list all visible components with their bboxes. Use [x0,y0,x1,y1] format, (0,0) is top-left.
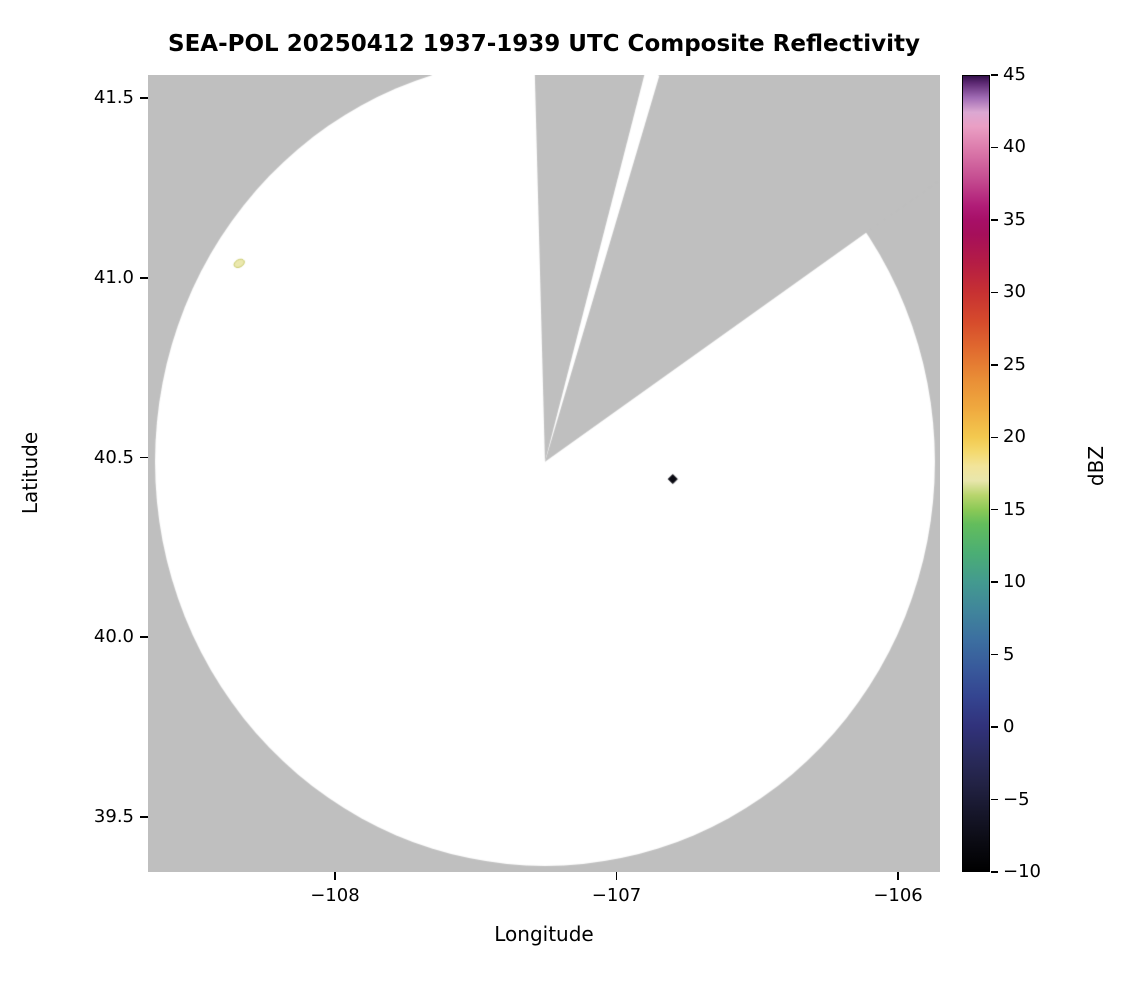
colorbar-tick-mark [991,798,998,801]
colorbar-tick-label: 0 [1003,716,1015,738]
colorbar-tick-mark [991,364,998,366]
y-tick-mark [140,456,148,459]
colorbar-tick-mark [991,726,998,728]
y-tick-label: 40.0 [93,626,134,648]
colorbar-tick-label: 25 [1003,353,1026,375]
colorbar-tick-mark [991,871,998,873]
colorbar-label: dBZ [1084,445,1108,487]
colorbar-tick-mark [991,508,998,511]
colorbar-tick-label: 45 [1003,64,1026,85]
colorbar-tick-mark [991,74,998,76]
x-tick-mark [897,872,899,880]
x-tick-label: −108 [310,885,360,906]
colorbar-tick-label: 20 [1003,426,1026,448]
colorbar-tick-label: −5 [1003,788,1030,810]
x-tick-mark [334,872,336,880]
y-tick-label: 41.5 [93,87,134,108]
colorbar-tick-mark [991,436,998,439]
colorbar-tick-label: 30 [1003,281,1026,303]
y-tick-mark [140,277,148,279]
colorbar-tick-label: 35 [1003,208,1026,230]
colorbar-tick-mark [991,146,998,149]
y-axis-label: Latitude [18,431,42,515]
colorbar [962,75,990,872]
colorbar-tick-label: −10 [1003,861,1041,882]
colorbar-gradient [963,76,989,871]
x-tick-mark [615,872,618,880]
colorbar-tick-label: 10 [1003,571,1026,593]
y-tick-mark [140,636,148,638]
y-tick-mark [140,816,148,818]
colorbar-tick-label: 40 [1003,136,1026,158]
colorbar-tick-mark [991,291,998,294]
x-axis-label: Longitude [494,922,594,946]
radar-plot-canvas [148,75,940,872]
y-tick-label: 40.5 [93,446,134,468]
colorbar-tick-label: 15 [1003,498,1026,520]
x-tick-label: −107 [591,885,642,906]
y-tick-mark [140,97,148,99]
chart-title: SEA-POL 20250412 1937-1939 UTC Composite… [168,31,920,57]
y-tick-label: 41.0 [93,266,134,288]
colorbar-tick-mark [991,581,998,583]
colorbar-tick-mark [991,219,998,221]
colorbar-tick-mark [991,653,998,656]
colorbar-tick-label: 5 [1003,643,1015,665]
x-tick-label: −106 [873,885,923,906]
y-tick-label: 39.5 [93,805,134,827]
